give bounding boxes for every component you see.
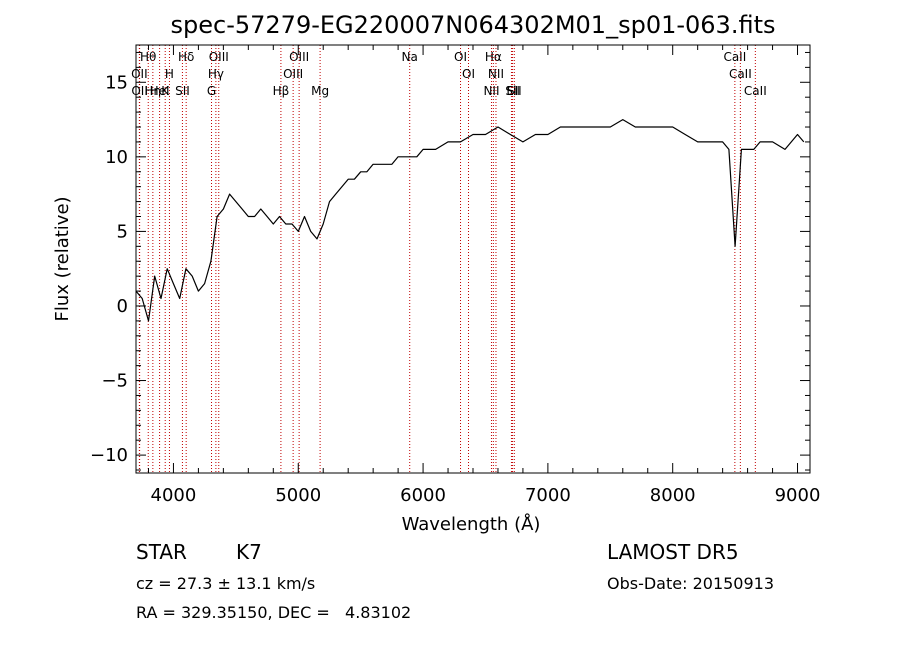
line-marker-label-0: Hθ <box>140 50 156 64</box>
line-marker-label-20: NII <box>483 84 499 98</box>
line-marker-label-26: CaII <box>729 67 752 81</box>
y-tick-label--10: −10 <box>90 445 128 466</box>
y-tick-label-5: 5 <box>117 221 128 242</box>
line-marker-label-24: SII <box>507 84 522 98</box>
line-marker-label-10: Hγ <box>208 67 224 81</box>
line-marker-label-6: H <box>165 67 174 81</box>
y-axis: −10 −5 0 5 10 15 <box>90 51 810 471</box>
line-marker-label-25: CaII <box>723 50 746 64</box>
object-class: STAR <box>136 540 187 564</box>
object-subclass: K7 <box>236 540 262 564</box>
observation-date: Obs-Date: 20150913 <box>607 574 775 593</box>
line-marker-label-5: HeI <box>150 84 170 98</box>
chart-title: spec-57279-EG220007N064302M01_sp01-063.f… <box>171 11 776 39</box>
series-layer <box>135 118 805 322</box>
y-tick-label-10: 10 <box>105 147 128 168</box>
line-marker-label-22: SII <box>505 84 520 98</box>
flux-series-0 <box>135 118 805 322</box>
x-tick-label-9000: 9000 <box>775 485 821 506</box>
y-tick-label-0: 0 <box>117 296 128 317</box>
line-marker-label-1: OII <box>131 67 148 81</box>
line-marker-label-19: Hα <box>485 50 502 64</box>
survey-name: LAMOST DR5 <box>607 540 739 564</box>
redshift-cz: cz = 27.3 ± 13.1 km/s <box>136 574 316 593</box>
x-tick-label-5000: 5000 <box>275 485 321 506</box>
x-axis: 4000 5000 6000 7000 8000 9000 <box>147 45 821 506</box>
y-axis-label: Flux (relative) <box>52 196 73 321</box>
y-tick-label--5: −5 <box>101 371 128 392</box>
line-marker-label-12: OIII <box>289 50 309 64</box>
line-marker-label-2: OII <box>131 84 148 98</box>
x-tick-label-7000: 7000 <box>525 485 571 506</box>
line-marker-label-9: OIII <box>209 50 229 64</box>
line-marker-label-8: SII <box>175 84 190 98</box>
ra-dec-coordinates: RA = 329.35150, DEC = 4.83102 <box>136 603 412 622</box>
plot-frame <box>135 44 811 474</box>
line-marker-label-11: G <box>207 84 216 98</box>
line-marker-label-27: CaII <box>744 84 767 98</box>
line-marker-label-13: OIII <box>283 67 303 81</box>
line-marker-label-16: Na <box>402 50 418 64</box>
y-tick-label-15: 15 <box>105 72 128 93</box>
line-marker-label-14: Hβ <box>273 84 290 98</box>
line-marker-label-23: Li <box>506 84 516 98</box>
line-marker-label-17: OI <box>454 50 467 64</box>
line-marker-label-15: Mg <box>311 84 329 98</box>
x-tick-label-6000: 6000 <box>400 485 446 506</box>
x-axis-label: Wavelength (Å) <box>402 513 541 535</box>
line-marker-label-3: Hη <box>145 84 162 98</box>
line-marker-label-18: OI <box>462 67 475 81</box>
line-marker-label-4: K <box>161 84 170 98</box>
x-tick-label-4000: 4000 <box>151 485 197 506</box>
x-tick-label-8000: 8000 <box>650 485 696 506</box>
line-marker-label-21: NII <box>488 67 504 81</box>
line-marker-label-7: Hδ <box>178 50 194 64</box>
